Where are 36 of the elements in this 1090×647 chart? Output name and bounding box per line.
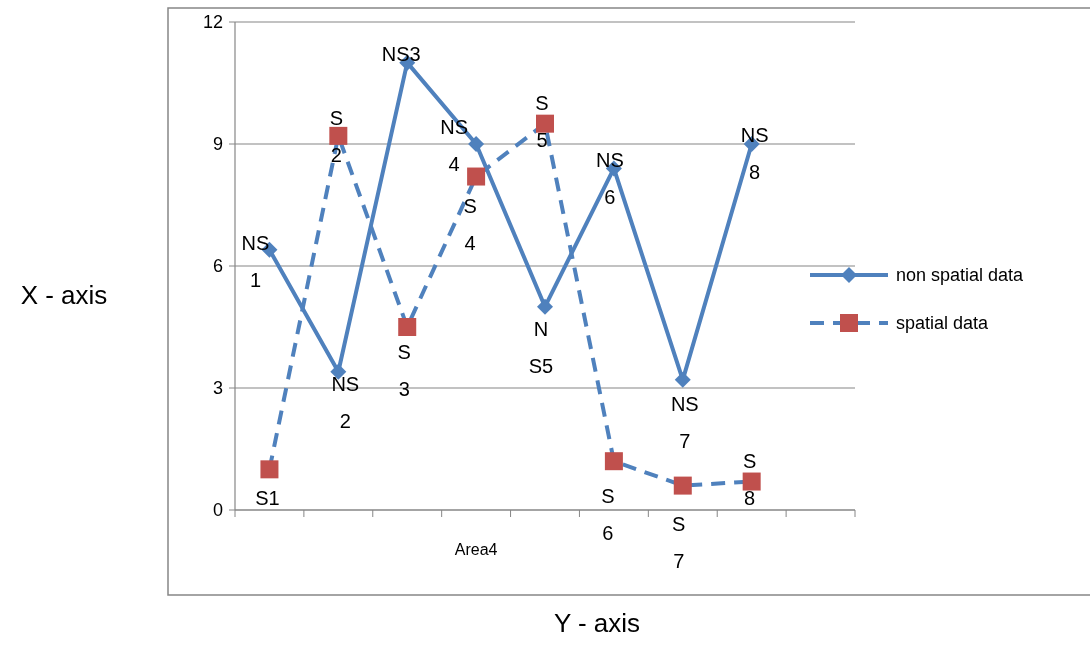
data-label: S 7 [672,512,686,572]
y-tick-label: 0 [212,500,223,521]
y-tick-label: 9 [212,134,223,155]
point [468,136,485,152]
data-label: NS 6 [595,149,624,209]
point [536,114,554,133]
point [674,371,691,388]
point [537,298,553,315]
point [604,452,623,471]
y-tick-label: 3 [212,378,223,399]
data-label: S1 [255,487,280,510]
data-label: S 8 [742,449,757,509]
data-label: S 5 [535,91,549,151]
y-axis-title: X - axis [20,280,108,311]
point [329,126,348,145]
y-tick-label: 6 [212,256,223,277]
x-tick-label: Area4 [454,541,498,558]
point [398,318,417,336]
data-label: S 3 [397,341,411,400]
data-label: NS 7 [670,392,699,452]
data-label: NS 1 [241,231,270,291]
point [260,460,279,479]
point [742,472,761,491]
y-tick-label: 12 [202,12,223,33]
legend-label: non spatial data [896,265,1025,286]
data-label: S 4 [463,194,477,254]
x-axis-title: Y - axis [553,608,641,638]
data-label: S 6 [601,485,615,545]
legend-label: spatial data [896,313,990,334]
data-label: NS 8 [740,124,769,183]
data-label: N S5 [528,317,554,377]
data-label: NS3 [381,42,421,65]
point [467,167,486,186]
data-label: NS 2 [331,372,360,432]
point [673,476,692,495]
data-label: S 2 [329,106,344,166]
